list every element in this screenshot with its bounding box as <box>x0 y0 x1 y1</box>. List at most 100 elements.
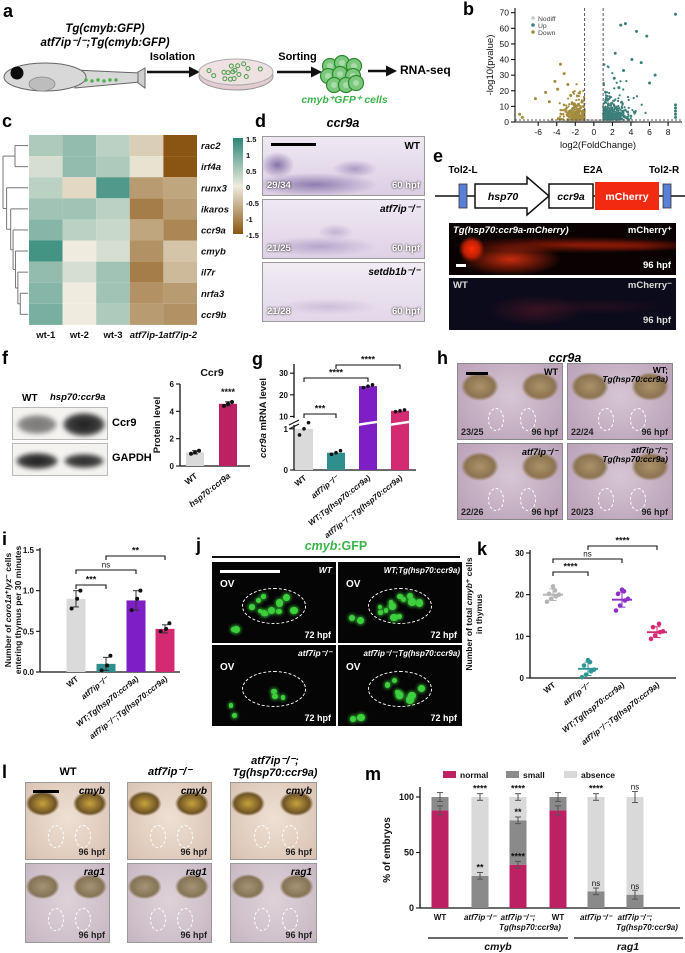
gene-row-label: ccr9b <box>201 310 227 321</box>
image-genotype-label: WT <box>318 565 332 575</box>
data-point <box>607 102 610 105</box>
data-point <box>573 104 576 108</box>
legend-label: absence <box>581 770 615 780</box>
insitu-ccr9a-setdb1b-image: setdb1b⁻/⁻ 21/28 60 hpf <box>262 262 425 322</box>
data-point <box>674 109 678 113</box>
panel-j-title: cmyb:GFP <box>212 539 460 553</box>
data-point <box>625 596 631 602</box>
bar-break <box>358 420 378 426</box>
data-point <box>579 674 585 680</box>
data-point <box>621 107 624 110</box>
stacked-segment-absence <box>626 797 644 895</box>
stage-label: 96 hpf <box>531 506 558 517</box>
probe-label: rag1 <box>290 867 312 878</box>
gfp-cell <box>408 598 416 606</box>
data-point <box>605 91 609 94</box>
thymus-outline <box>242 671 306 707</box>
data-point <box>566 114 569 117</box>
probe-label: cmyb <box>285 786 312 797</box>
heatmap-cell <box>29 177 63 199</box>
legend-swatch <box>531 30 535 34</box>
data-point <box>650 624 656 630</box>
y-tick-label: 1.0 <box>23 587 35 596</box>
sig-label: ns <box>583 550 591 559</box>
thymus-outline <box>254 908 270 931</box>
data-point <box>558 102 561 105</box>
data-point <box>520 115 524 119</box>
sig-bracket <box>75 584 107 589</box>
petri-dish-icon <box>198 58 274 91</box>
legend-label: Nodiff <box>538 16 556 23</box>
image-genotype-label-2: Tg(hsp70:ccr9a) <box>602 374 668 384</box>
stacked-segment-normal <box>431 810 449 908</box>
stage-label: 72 hpf <box>304 712 331 723</box>
bar <box>391 410 409 470</box>
data-point <box>562 113 565 116</box>
heatmap-cell <box>96 198 130 220</box>
data-point <box>564 110 567 113</box>
heatmap-cell <box>163 177 197 199</box>
stage-label: 96 hpf <box>78 846 105 857</box>
data-point <box>648 81 652 85</box>
data-point <box>557 117 560 120</box>
bar <box>359 386 377 470</box>
bar <box>219 403 237 466</box>
data-point <box>578 110 582 113</box>
data-point <box>619 117 623 120</box>
data-point <box>606 105 609 109</box>
heatmap-cell <box>163 261 197 283</box>
data-point <box>361 385 366 390</box>
wt-line-label: WT <box>453 280 468 291</box>
data-point <box>606 98 609 101</box>
data-point <box>635 29 639 33</box>
sig-label: ns <box>592 879 600 888</box>
data-point <box>547 100 551 104</box>
image-genotype-label: WT <box>544 367 558 377</box>
heatmap-cell <box>163 198 197 220</box>
data-point <box>297 433 302 437</box>
gene-group-label: rag1 <box>617 941 639 953</box>
data-point <box>639 61 643 65</box>
svg-tspan: lyz <box>3 578 13 590</box>
gfp-cell <box>349 615 355 622</box>
thymus-outline <box>48 908 64 931</box>
data-point <box>329 452 334 457</box>
dish-cell <box>236 71 242 77</box>
data-point <box>625 115 629 119</box>
svg-tspan: ⁺ cells <box>464 557 474 583</box>
svg-tspan: coro1a <box>3 594 13 622</box>
thymus-outline <box>488 488 504 511</box>
sig-label: **** <box>563 562 578 572</box>
sig-label: **** <box>329 368 344 378</box>
insitu-ccr9a-wt-image: WT 29/34 60 hpf <box>262 136 425 196</box>
head-cmyb-atf7ip-image: cmyb 96 hpf <box>127 782 212 860</box>
panel-c-label: c <box>2 111 13 131</box>
sig-bracket <box>303 413 337 418</box>
data-point <box>625 80 628 83</box>
sorted-cell-core <box>325 73 331 79</box>
gfp-cell <box>395 689 400 695</box>
data-point <box>108 653 113 658</box>
heatmap-cell <box>163 135 197 157</box>
stacked-segment-small <box>509 820 527 865</box>
data-point <box>306 420 311 425</box>
data-point <box>559 109 562 112</box>
y-tick-label: 30 <box>279 369 288 378</box>
heatmap-cell <box>29 240 63 262</box>
gfp-cell <box>276 608 282 614</box>
data-point <box>620 105 623 108</box>
data-point <box>626 111 629 114</box>
gfp-thymus-wt-tg-image: WT;Tg(hsp70:ccr9a) OV 72 hpf <box>338 562 462 643</box>
data-point <box>674 12 678 16</box>
cell-cluster-icon <box>319 54 365 94</box>
data-point <box>615 591 621 597</box>
panel-a-label: a <box>3 1 14 21</box>
head-rag1-atf7ip-tg-image: rag1 96 hpf <box>230 863 317 943</box>
mcherry-positive-fish-image: Tg(hsp70:ccr9a-mCherry) mCherry⁺ 96 hpf <box>449 223 676 275</box>
y-tick-label: 0.5 <box>23 627 35 636</box>
data-point <box>569 93 573 97</box>
heatmap-cell <box>129 198 164 220</box>
bar-break <box>390 420 410 426</box>
y-tick-label: 50 <box>500 39 510 49</box>
data-point <box>544 599 550 605</box>
